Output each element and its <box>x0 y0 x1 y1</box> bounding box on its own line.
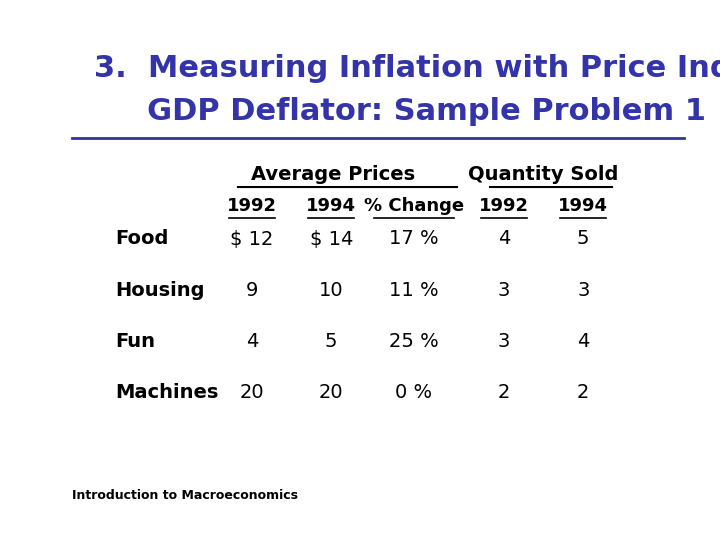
Text: Quantity Sold: Quantity Sold <box>469 165 618 184</box>
Text: 2: 2 <box>498 383 510 402</box>
Text: 1994: 1994 <box>306 197 356 215</box>
Text: 1994: 1994 <box>558 197 608 215</box>
Text: 2: 2 <box>577 383 590 402</box>
Text: Introduction to Macroeconomics: Introduction to Macroeconomics <box>72 489 298 502</box>
Text: GDP Deflator: Sample Problem 1: GDP Deflator: Sample Problem 1 <box>94 97 706 126</box>
Text: 3: 3 <box>498 332 510 351</box>
Text: 4: 4 <box>246 332 258 351</box>
Text: 1992: 1992 <box>479 197 529 215</box>
Text: 20: 20 <box>240 383 264 402</box>
Text: Food: Food <box>115 230 168 248</box>
Text: 5: 5 <box>325 332 338 351</box>
Text: $ 12: $ 12 <box>230 230 274 248</box>
Text: 9: 9 <box>246 281 258 300</box>
Text: 3: 3 <box>498 281 510 300</box>
Text: $ 14: $ 14 <box>310 230 353 248</box>
Text: % Change: % Change <box>364 197 464 215</box>
Text: 20: 20 <box>319 383 343 402</box>
Text: 10: 10 <box>319 281 343 300</box>
Text: Housing: Housing <box>115 281 204 300</box>
Text: 4: 4 <box>498 230 510 248</box>
Text: Machines: Machines <box>115 383 219 402</box>
Text: 3: 3 <box>577 281 590 300</box>
Text: 25 %: 25 % <box>389 332 439 351</box>
Text: 3.  Measuring Inflation with Price Indexes: 3. Measuring Inflation with Price Indexe… <box>94 54 720 83</box>
Text: Fun: Fun <box>115 332 156 351</box>
Text: 5: 5 <box>577 230 590 248</box>
Text: Average Prices: Average Prices <box>251 165 415 184</box>
Text: 0 %: 0 % <box>395 383 433 402</box>
Text: 1992: 1992 <box>227 197 277 215</box>
Text: 4: 4 <box>577 332 590 351</box>
Text: 17 %: 17 % <box>390 230 438 248</box>
Text: 11 %: 11 % <box>390 281 438 300</box>
